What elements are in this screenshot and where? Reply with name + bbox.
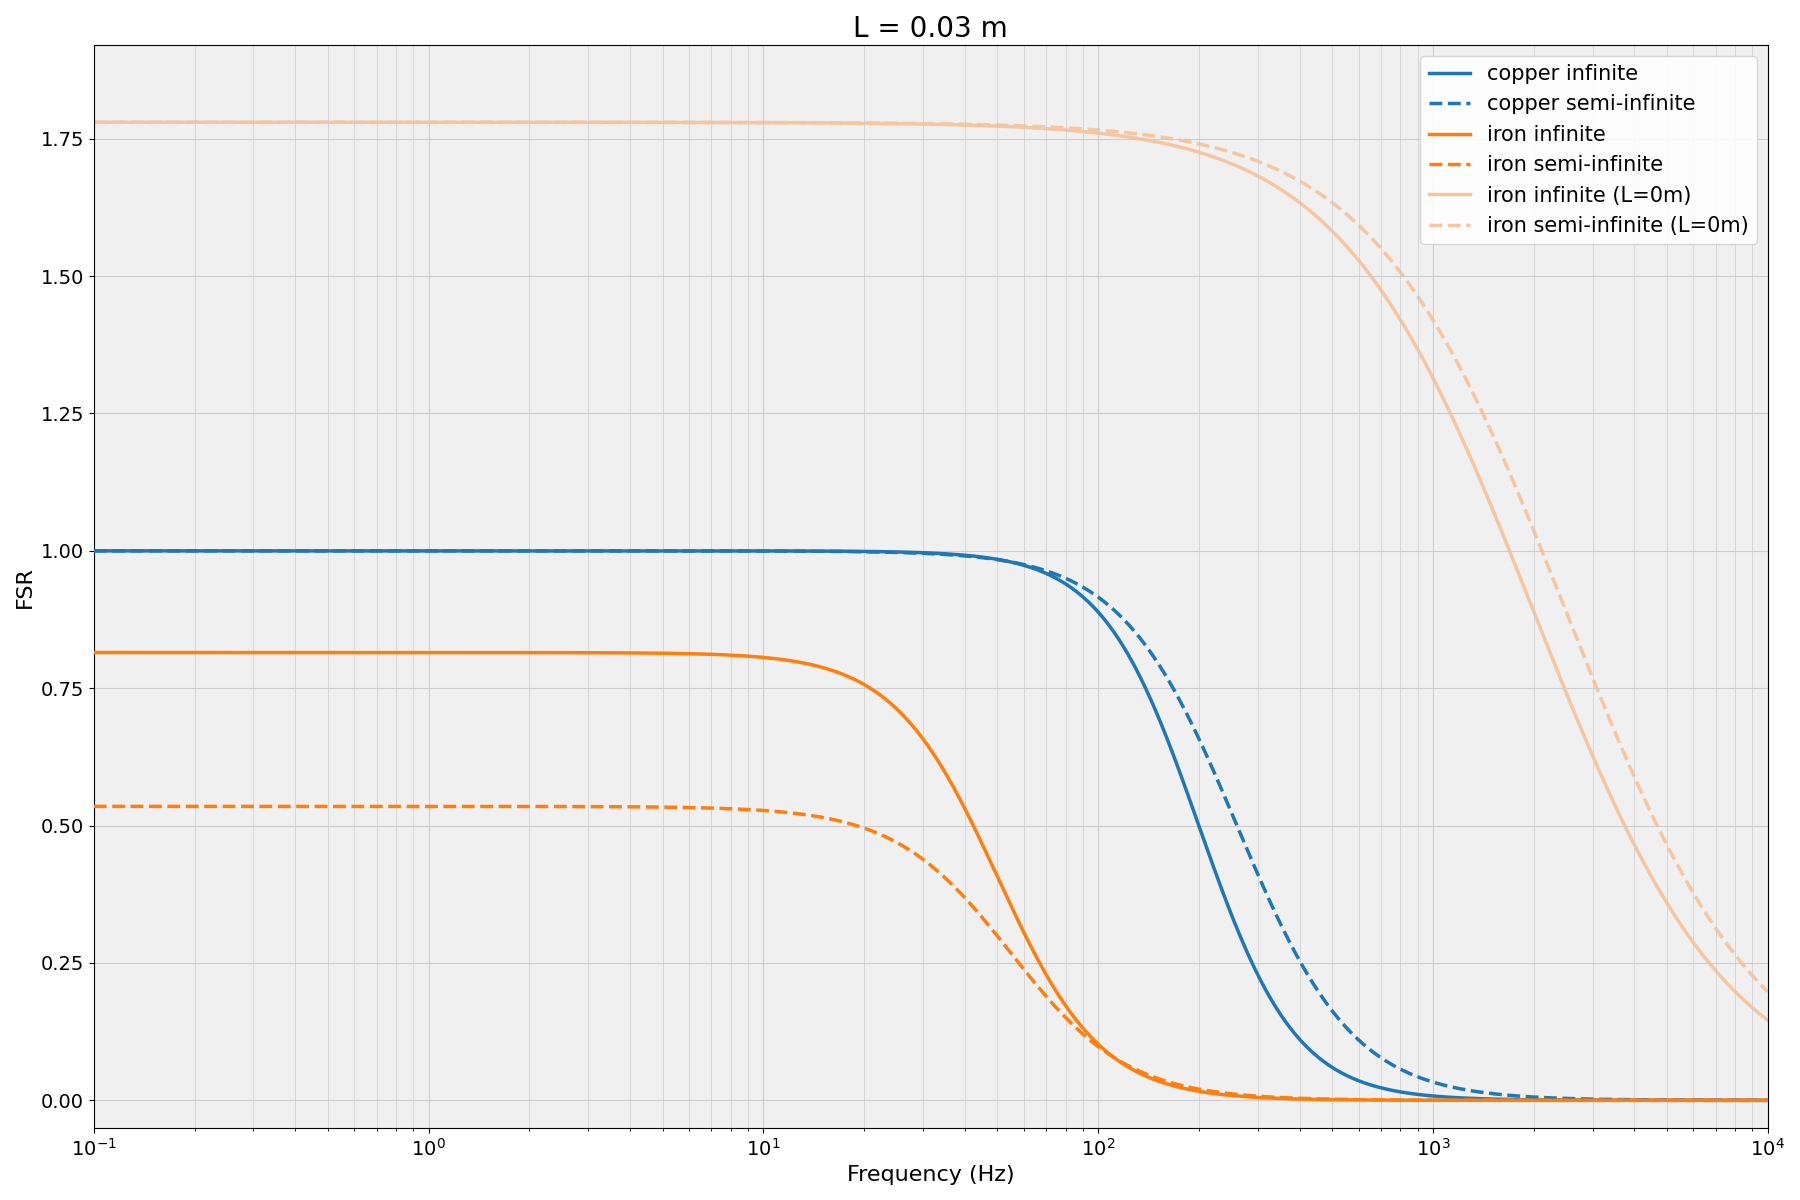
Line: iron semi-infinite: iron semi-infinite bbox=[94, 806, 1768, 1100]
Y-axis label: FSR: FSR bbox=[14, 565, 34, 607]
iron infinite bbox=[896, 713, 918, 727]
iron semi-infinite (L=0m) bbox=[1708, 925, 1730, 940]
iron semi-infinite (L=0m) bbox=[83, 115, 104, 130]
iron semi-infinite (L=0m) bbox=[1708, 926, 1730, 941]
copper infinite bbox=[169, 544, 191, 558]
iron infinite bbox=[1708, 1093, 1730, 1108]
iron infinite (L=0m) bbox=[896, 116, 918, 131]
iron infinite bbox=[1757, 1093, 1778, 1108]
copper infinite bbox=[83, 544, 104, 558]
iron infinite (L=0m) bbox=[1757, 1013, 1778, 1027]
copper semi-infinite bbox=[169, 544, 191, 558]
copper infinite bbox=[1708, 1093, 1730, 1108]
Line: iron infinite (L=0m): iron infinite (L=0m) bbox=[94, 122, 1768, 1020]
copper infinite bbox=[896, 545, 918, 559]
iron infinite (L=0m) bbox=[853, 116, 875, 131]
copper infinite bbox=[1400, 1086, 1422, 1100]
iron infinite bbox=[169, 646, 191, 660]
iron infinite (L=0m) bbox=[1400, 331, 1422, 346]
iron infinite (L=0m) bbox=[1708, 967, 1730, 982]
iron semi-infinite (L=0m) bbox=[853, 115, 875, 130]
iron semi-infinite bbox=[83, 799, 104, 814]
iron infinite (L=0m) bbox=[1708, 966, 1730, 980]
copper infinite bbox=[1708, 1093, 1730, 1108]
iron semi-infinite (L=0m) bbox=[169, 115, 191, 130]
copper semi-infinite bbox=[1757, 1093, 1778, 1108]
copper semi-infinite bbox=[83, 544, 104, 558]
copper semi-infinite bbox=[1708, 1093, 1730, 1108]
iron semi-infinite (L=0m) bbox=[896, 116, 918, 131]
Title: L = 0.03 m: L = 0.03 m bbox=[853, 14, 1008, 43]
iron infinite bbox=[83, 646, 104, 660]
iron semi-infinite bbox=[1757, 1093, 1778, 1108]
iron semi-infinite (L=0m) bbox=[1400, 281, 1422, 295]
iron infinite (L=0m) bbox=[83, 115, 104, 130]
copper semi-infinite bbox=[896, 546, 918, 560]
iron infinite (L=0m) bbox=[169, 115, 191, 130]
iron semi-infinite bbox=[896, 841, 918, 856]
copper semi-infinite bbox=[853, 545, 875, 559]
iron semi-infinite bbox=[169, 799, 191, 814]
iron semi-infinite (L=0m) bbox=[1757, 984, 1778, 998]
iron infinite bbox=[1708, 1093, 1730, 1108]
Line: iron semi-infinite (L=0m): iron semi-infinite (L=0m) bbox=[94, 122, 1768, 991]
X-axis label: Frequency (Hz): Frequency (Hz) bbox=[846, 1165, 1015, 1184]
copper infinite bbox=[1757, 1093, 1778, 1108]
iron semi-infinite bbox=[853, 821, 875, 835]
Line: copper semi-infinite: copper semi-infinite bbox=[94, 551, 1768, 1100]
Line: iron infinite: iron infinite bbox=[94, 653, 1768, 1100]
iron semi-infinite bbox=[1400, 1093, 1422, 1108]
iron infinite bbox=[853, 677, 875, 691]
copper infinite bbox=[853, 545, 875, 559]
Line: copper infinite: copper infinite bbox=[94, 551, 1768, 1100]
copper semi-infinite bbox=[1708, 1093, 1730, 1108]
iron semi-infinite bbox=[1708, 1093, 1730, 1108]
iron semi-infinite bbox=[1708, 1093, 1730, 1108]
Legend: copper infinite, copper semi-infinite, iron infinite, iron semi-infinite, iron i: copper infinite, copper semi-infinite, i… bbox=[1420, 55, 1757, 245]
copper semi-infinite bbox=[1400, 1067, 1422, 1081]
iron infinite bbox=[1400, 1093, 1422, 1108]
